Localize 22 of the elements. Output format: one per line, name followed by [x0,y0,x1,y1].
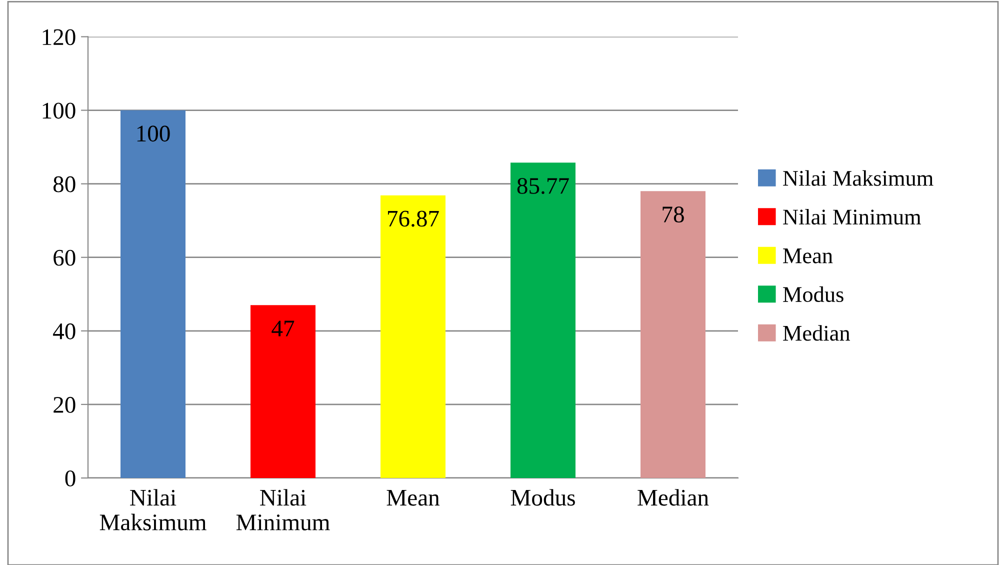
data-label: 85.77 [517,178,569,194]
y-tick-label: 20 [54,396,76,413]
y-tick-label: 60 [54,250,76,266]
x-tick-label: Mean [386,490,440,506]
data-label: 76.87 [388,210,439,227]
x-tick-label: Modus [510,489,575,506]
y-tick-label: 100 [42,102,76,119]
data-label: 47 [272,320,294,336]
legend-label: Modus [783,286,844,302]
legend-label: Nilai Minimum [783,208,921,225]
x-tick-label: Median [638,489,709,506]
data-label: 100 [137,126,170,142]
y-tick-label: 80 [53,176,76,192]
legend-label: Median [783,325,850,341]
y-tick-label: 120 [42,29,76,46]
x-tick-label: Nilai Maksimum [100,489,206,530]
y-tick-label: 40 [53,323,76,340]
x-tick-label: Nilai Minimum [236,489,330,530]
data-label: 78 [662,206,684,222]
legend-label: Nilai Maksimum [783,170,934,186]
y-tick-label: 0 [65,470,76,486]
legend-label: Mean [783,248,833,264]
